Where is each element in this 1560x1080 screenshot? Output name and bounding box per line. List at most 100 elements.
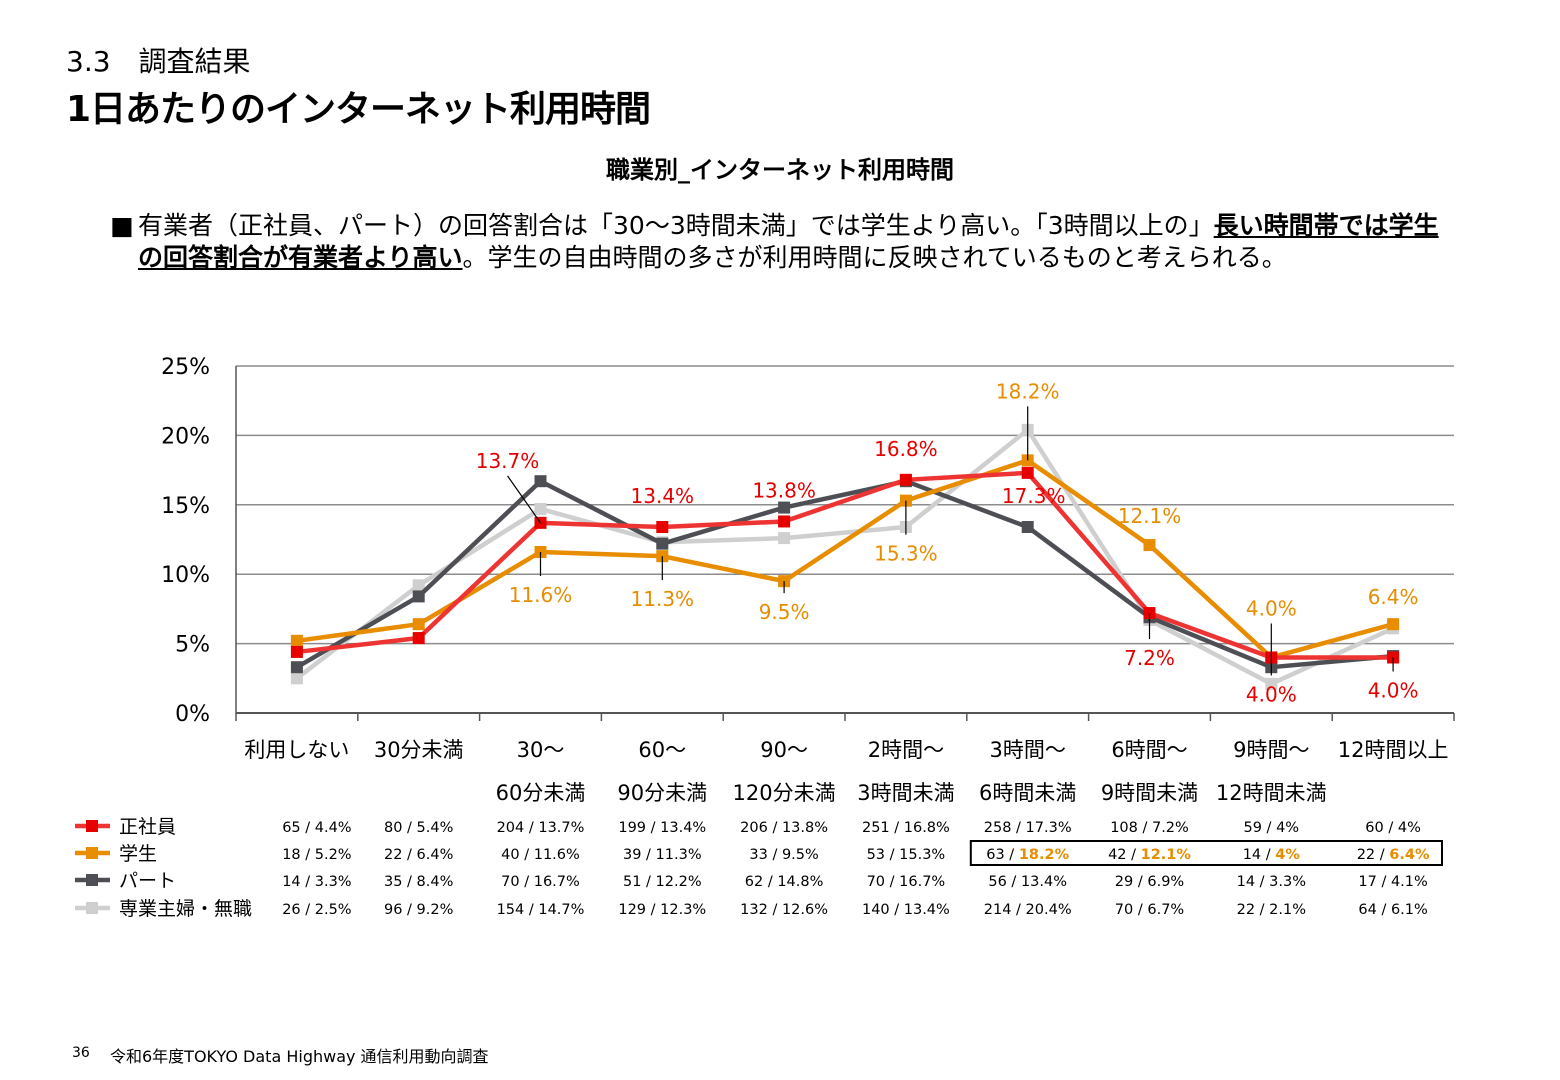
table-cell: 132 / 12.6% [740,902,828,918]
data-point [899,473,912,486]
table-cell: 80 / 5.4% [384,820,453,836]
page-number: 36 [72,1045,90,1061]
table-cell: 70 / 16.7% [867,874,946,890]
table-cell: 60 / 4% [1365,820,1421,836]
data-point [412,590,425,603]
desc-part1: 有業者（正社員、パート）の回答割合は「30～3時間未満」では学生より高い。「3時… [138,211,1214,240]
data-label: 9.5% [759,600,810,624]
data-label: 15.3% [874,542,938,566]
x-tick-label: 90分未満 [617,781,707,805]
data-point [412,632,425,645]
table-cell: 206 / 13.8% [740,820,828,836]
data-point [534,502,547,515]
x-tick-label: 90～ [760,738,808,762]
x-tick-label: 利用しない [244,738,349,762]
data-label: 18.2% [996,379,1060,403]
data-label: 7.2% [1124,646,1175,670]
table-cell: 59 / 4% [1244,820,1300,836]
table-cell: 70 / 16.7% [501,874,580,890]
data-point [1265,677,1278,690]
table-cell: 70 / 6.7% [1115,902,1184,918]
x-tick-label: 3時間未満 [857,781,954,805]
table-cell: 14 / 4% [1243,847,1301,863]
x-tick-label: 12時間未満 [1216,781,1327,805]
desc-emphasis-1: 長い時間帯では学生 [1213,211,1439,240]
table-cell: 214 / 20.4% [984,902,1072,918]
table-cell: 42 / 12.1% [1108,847,1191,863]
series-line [295,427,1395,687]
table-cell: 51 / 12.2% [623,874,702,890]
legend-swatch-marker [86,820,98,832]
data-label: 13.7% [476,449,540,473]
y-tick-label: 10% [161,563,210,588]
x-tick-label: 9時間未満 [1101,781,1198,805]
table-cell: 35 / 8.4% [384,874,453,890]
x-tick-label: 60分未満 [496,781,586,805]
table-cell: 26 / 2.5% [282,902,351,918]
data-label: 11.3% [631,587,695,611]
data-label: 4.0% [1246,596,1297,620]
data-label: 12.1% [1118,504,1182,528]
x-tick-label: 6時間未満 [979,781,1076,805]
table-cell: 62 / 14.8% [745,874,824,890]
table-cell: 154 / 14.7% [497,902,585,918]
data-point [656,521,669,534]
bullet-square: ■ [110,211,134,240]
highlight-box [969,840,1443,866]
data-label: 17.3% [1002,484,1066,508]
table-cell: 64 / 6.1% [1358,902,1427,918]
table-cell: 17 / 4.1% [1358,874,1427,890]
data-point [290,634,303,647]
data-point [412,579,425,592]
table-cell: 22 / 2.1% [1237,902,1306,918]
table-cell: 108 / 7.2% [1110,820,1189,836]
legend-swatch-marker [86,847,98,859]
data-label: 11.6% [509,583,573,607]
table-cell: 63 / 18.2% [986,847,1069,863]
table-cell: 22 / 6.4% [1357,847,1430,863]
table-cell: 53 / 15.3% [867,847,946,863]
data-point [412,618,425,631]
data-point [290,672,303,685]
legend-label: 学生 [119,843,157,865]
legend-label: 専業主婦・無職 [119,898,252,920]
x-tick-label: 30～ [517,738,565,762]
x-tick-label: 120分未満 [733,781,836,805]
x-tick-label: 6時間～ [1111,738,1187,762]
table-cell: 129 / 12.3% [618,902,706,918]
data-point [778,501,791,514]
data-point [290,645,303,658]
x-tick-label: 3時間～ [990,738,1066,762]
table-cell: 251 / 16.8% [862,820,950,836]
table-cell: 204 / 13.7% [497,820,585,836]
legend-swatch-marker [86,902,98,914]
data-point [656,537,669,550]
data-label: 13.4% [631,484,695,508]
data-label: 16.8% [874,437,938,461]
y-tick-label: 15% [161,494,210,519]
legend-label: パート [119,870,176,892]
description: ■ 有業者（正社員、パート）の回答割合は「30～3時間未満」では学生より高い。「3… [110,210,1470,274]
legend-label: 正社員 [119,816,176,838]
data-point [290,661,303,674]
data-label: 13.8% [752,478,816,502]
table-cell: 29 / 6.9% [1115,874,1184,890]
leader-line [507,475,541,524]
data-label: 4.0% [1368,678,1419,702]
y-tick-label: 25% [161,355,210,380]
table-cell: 18 / 5.2% [282,847,351,863]
x-tick-label: 30分未満 [374,738,464,762]
x-tick-label: 60～ [638,738,686,762]
table-cell: 14 / 3.3% [1237,874,1306,890]
table-cell: 40 / 11.6% [501,847,580,863]
legend-swatch-marker [86,874,98,886]
y-tick-label: 20% [161,424,210,449]
table-cell: 65 / 4.4% [282,820,351,836]
series-line [296,458,1394,660]
y-tick-label: 5% [175,633,210,658]
table-cell: 22 / 6.4% [384,847,453,863]
table-cell: 56 / 13.4% [988,874,1067,890]
footer-source: 令和6年度TOKYO Data Highway 通信利用動向調査 [110,1047,489,1066]
data-point [778,532,791,545]
series-line [296,470,1394,660]
